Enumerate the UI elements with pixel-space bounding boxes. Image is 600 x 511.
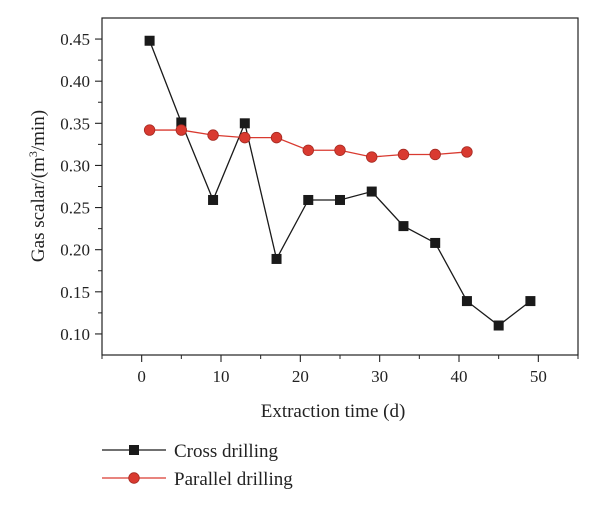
x-tick-label: 20 (292, 367, 309, 386)
x-tick-label: 40 (451, 367, 468, 386)
legend-marker-square (129, 445, 139, 455)
data-point (144, 35, 155, 46)
data-point (366, 151, 378, 163)
data-point (397, 148, 410, 161)
data-point (398, 221, 409, 232)
legend-item-cross-drilling: Cross drilling (102, 441, 278, 462)
data-point (176, 117, 187, 128)
data-point (430, 237, 441, 248)
data-point (239, 131, 251, 144)
x-tick-label: 10 (213, 367, 230, 386)
x-tick-label: 30 (371, 367, 388, 386)
legend: Cross drilling Parallel drilling (102, 441, 293, 490)
series-cross-drilling (144, 35, 536, 331)
x-tick-label: 50 (530, 367, 547, 386)
series-layer (143, 35, 536, 331)
data-point (366, 186, 377, 197)
data-point (461, 146, 473, 158)
data-point (525, 296, 536, 307)
data-point (302, 144, 314, 156)
y-tick-label: 0.15 (60, 283, 90, 302)
data-point (208, 194, 219, 205)
y-tick-label: 0.40 (60, 72, 90, 91)
legend-item-parallel-drilling: Parallel drilling (102, 469, 293, 490)
series-parallel-drilling (143, 124, 473, 163)
data-point (239, 118, 250, 129)
y-tick-label: 0.35 (60, 114, 90, 133)
data-point (143, 124, 156, 136)
data-point (303, 194, 314, 205)
data-point (461, 296, 472, 307)
y-tick-label: 0.25 (60, 199, 90, 218)
axis-ticks: 0 10 20 30 40 50 0.10 0.15 0.20 0.25 0.30 0.35 0.40 0… (60, 30, 579, 386)
y-axis-title: Gas scalar/(m3/min) (26, 110, 49, 262)
data-point (270, 131, 283, 144)
legend-label-cross-drilling: Cross drilling (174, 441, 278, 462)
data-point (271, 253, 282, 264)
data-point (335, 194, 345, 205)
data-point (334, 144, 346, 156)
x-axis-title: Extraction time (d) (261, 401, 406, 422)
y-tick-label: 0.45 (60, 30, 90, 49)
data-point (175, 124, 188, 136)
data-point (207, 129, 219, 141)
plot-frame (101, 17, 579, 356)
legend-label-parallel-drilling: Parallel drilling (174, 469, 293, 490)
data-point (429, 148, 441, 161)
legend-marker-circle (128, 472, 140, 484)
series-line-cross-drilling (148, 40, 531, 327)
data-point (493, 320, 504, 331)
y-tick-label: 0.20 (60, 241, 90, 260)
y-tick-label: 0.10 (60, 325, 90, 344)
x-tick-label: 0 (137, 367, 146, 386)
y-tick-label: 0.30 (60, 156, 90, 175)
